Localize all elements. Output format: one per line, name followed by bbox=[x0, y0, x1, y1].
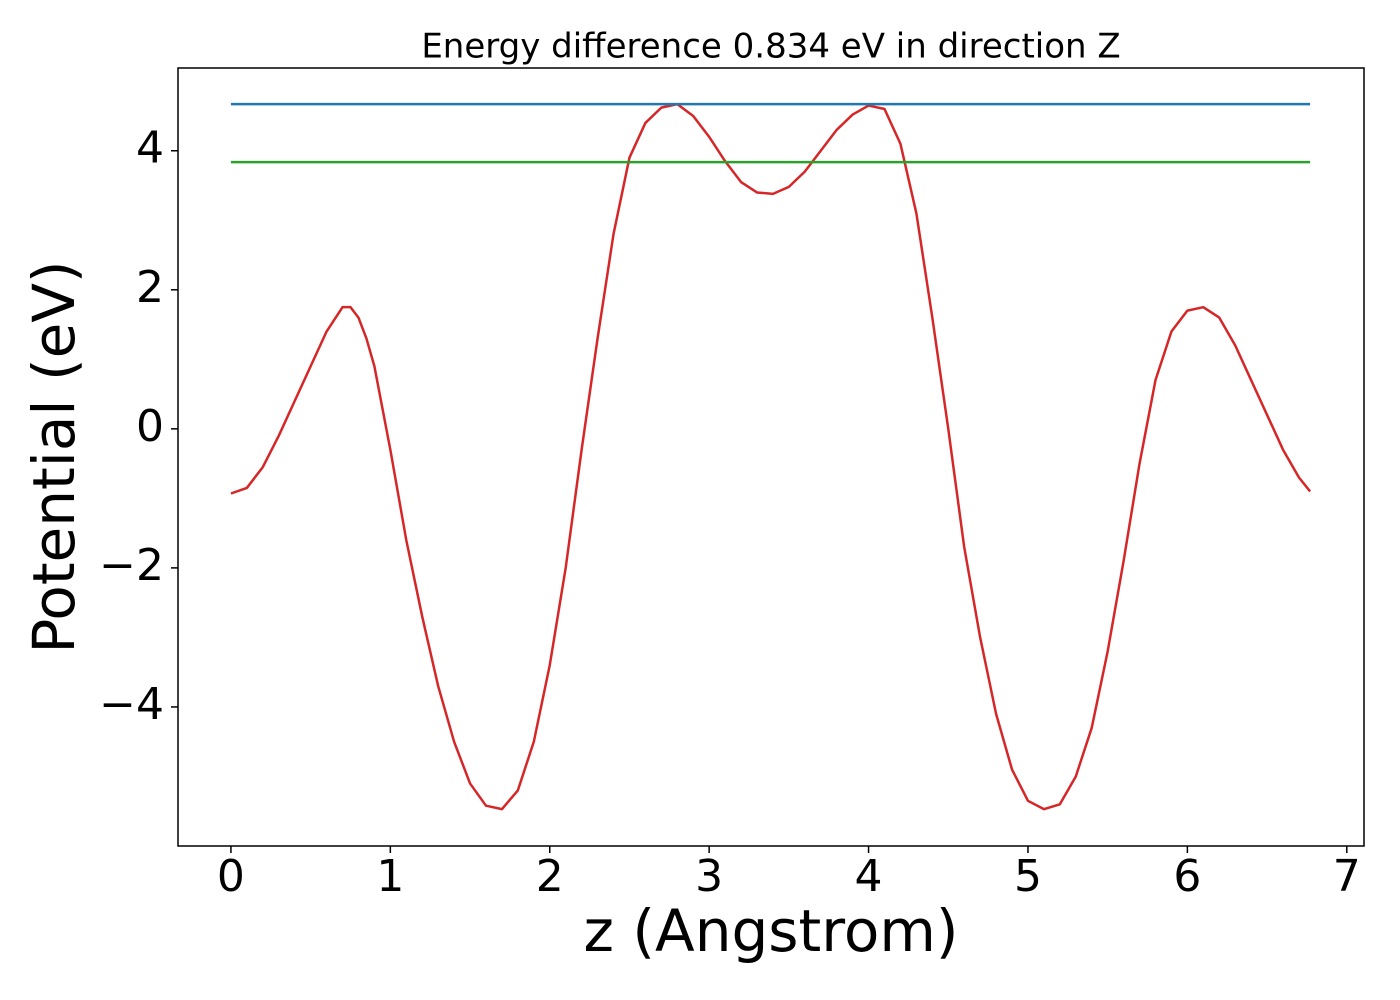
x-tick-label: 0 bbox=[217, 851, 245, 902]
y-tick-label: −4 bbox=[99, 679, 164, 730]
x-tick-label: 7 bbox=[1333, 851, 1361, 902]
x-tick-label: 4 bbox=[855, 851, 883, 902]
y-axis-label: Potential (eV) bbox=[20, 260, 88, 653]
x-tick-label: 3 bbox=[695, 851, 723, 902]
x-axis-label: z (Angstrom) bbox=[584, 897, 959, 965]
x-tick-label: 6 bbox=[1173, 851, 1201, 902]
y-tick-label: 4 bbox=[136, 123, 164, 174]
chart-title: Energy difference 0.834 eV in direction … bbox=[421, 27, 1120, 67]
plot-frame bbox=[177, 67, 1365, 847]
y-tick-label: −2 bbox=[99, 540, 164, 591]
y-tick-label: 2 bbox=[136, 262, 164, 313]
x-tick-label: 2 bbox=[536, 851, 564, 902]
data-line bbox=[230, 102, 1312, 811]
y-tick-label: 0 bbox=[136, 401, 164, 452]
x-tick-label: 5 bbox=[1014, 851, 1042, 902]
x-tick-label: 1 bbox=[376, 851, 404, 902]
